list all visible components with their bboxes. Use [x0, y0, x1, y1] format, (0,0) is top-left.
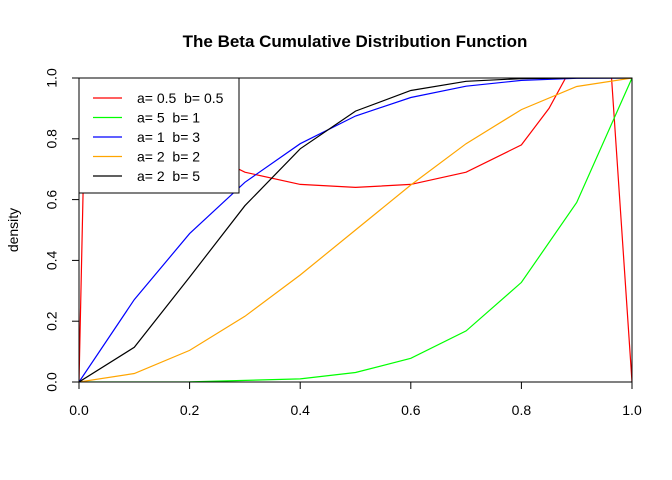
legend-box: [78, 77, 240, 194]
series-line-2: [79, 78, 632, 382]
axes: 0.0 0.2 0.4 0.6 0.8 1.0 0.0 0.2 0.4 0.6 0.8 1.0: [44, 68, 642, 418]
plot-frame: [78, 77, 633, 383]
x-tick-label: 0.4: [290, 402, 310, 418]
series-group: [79, 78, 632, 382]
x-tick-label: 0.6: [401, 402, 421, 418]
x-tick-label: 0.8: [512, 402, 532, 418]
legend-label: a= 2 b= 2: [137, 149, 200, 165]
y-tick-label: 0.8: [44, 129, 60, 149]
legend: a= 0.5 b= 0.5 a= 5 b= 1 a= 1 b= 3 a= 2 b= 2…: [78, 77, 240, 194]
series-line-3: [79, 78, 632, 382]
legend-label: a= 2 b= 5: [137, 168, 200, 184]
y-tick-label: 0.0: [44, 372, 60, 392]
legend-label: a= 0.5 b= 0.5: [137, 90, 224, 106]
legend-label: a= 5 b= 1: [137, 110, 200, 126]
x-tick-label: 1.0: [622, 402, 642, 418]
y-axis-label: density: [5, 208, 21, 252]
series-line-4: [79, 78, 632, 382]
y-tick-label: 1.0: [44, 68, 60, 88]
y-tick-label: 0.6: [44, 190, 60, 210]
series-line-1: [79, 78, 632, 382]
legend-label: a= 1 b= 3: [137, 129, 200, 145]
y-tick-label: 0.4: [44, 250, 60, 270]
x-tick-label: 0.0: [69, 402, 89, 418]
y-tick-label: 0.2: [44, 311, 60, 331]
chart-title: The Beta Cumulative Distribution Functio…: [183, 32, 528, 51]
x-tick-label: 0.2: [180, 402, 200, 418]
